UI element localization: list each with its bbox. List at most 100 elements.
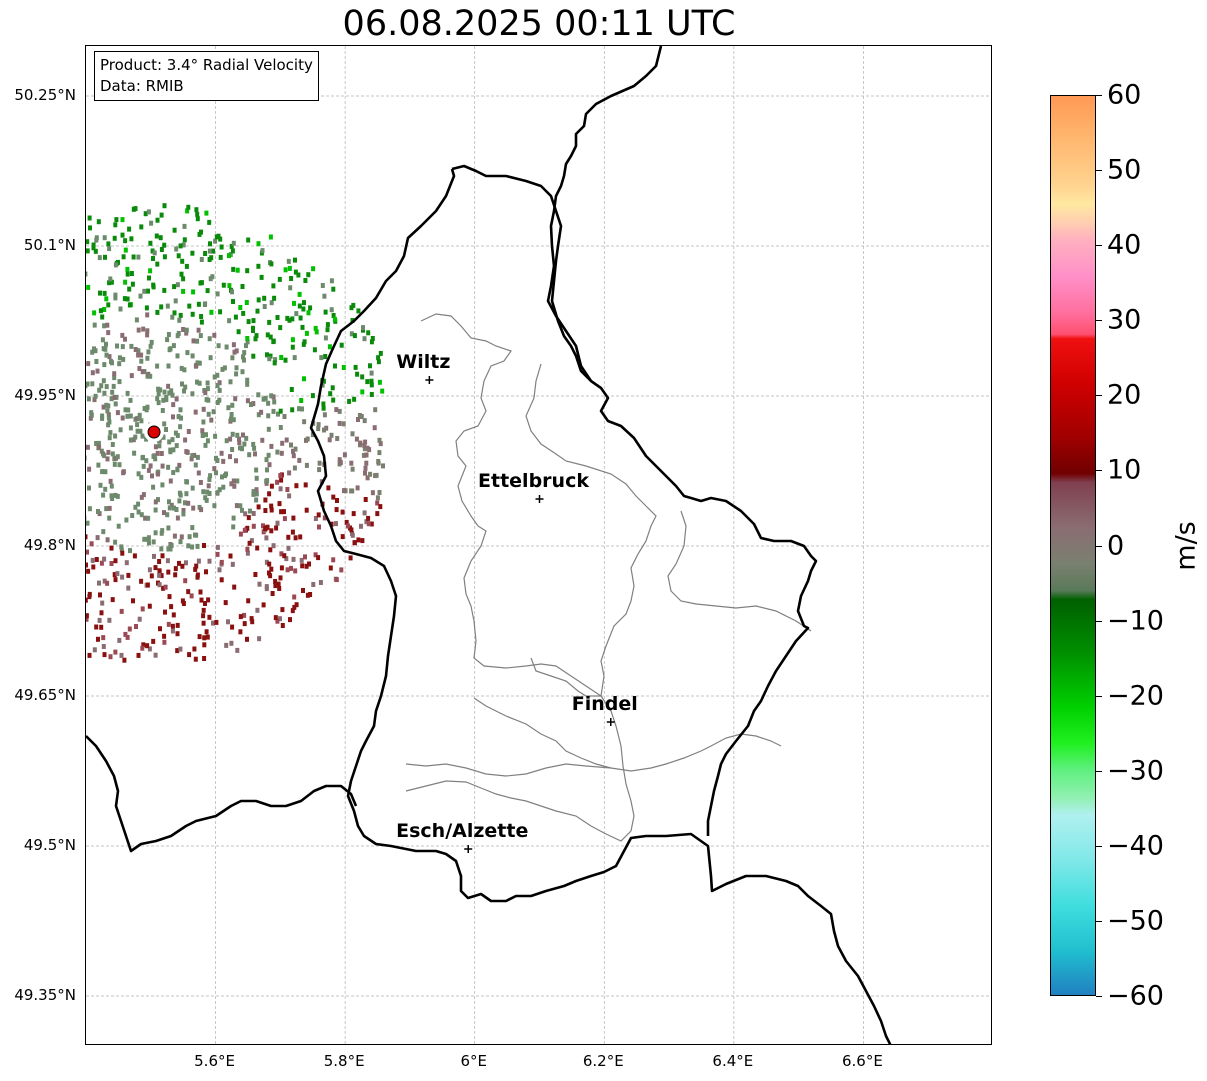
radar-site-marker[interactable]: [147, 425, 161, 439]
echo-cell: [88, 415, 93, 421]
echo-cell: [112, 235, 117, 241]
echo-cell: [187, 534, 192, 540]
echo-cell: [231, 342, 236, 348]
echo-cell: [359, 414, 364, 419]
echo-cell: [190, 250, 195, 256]
echo-cell: [207, 558, 212, 564]
echo-cell: [126, 572, 131, 578]
echo-cell: [331, 557, 336, 563]
echo-cell: [103, 254, 107, 260]
echo-cell: [242, 621, 247, 627]
product-label: Product: 3.4° Radial Velocity: [100, 56, 313, 74]
echo-cell: [277, 276, 282, 282]
echo-cell: [272, 399, 277, 405]
echo-cell: [86, 455, 87, 461]
echo-cell: [378, 441, 383, 447]
echo-cell: [211, 620, 215, 626]
echo-cell: [206, 483, 211, 489]
echo-cell: [212, 466, 217, 472]
echo-cell: [316, 512, 321, 518]
echo-cell: [145, 312, 150, 318]
echo-cell: [244, 435, 249, 441]
echo-cell: [366, 515, 371, 521]
echo-cell: [149, 573, 154, 579]
radar-map[interactable]: [85, 45, 992, 1045]
echo-cell: [184, 327, 189, 333]
echo-cell: [322, 427, 326, 433]
echo-cell: [195, 572, 200, 578]
echo-cell: [86, 271, 88, 277]
echo-cell: [134, 624, 138, 629]
echo-cell: [168, 478, 173, 484]
echo-cell: [153, 507, 158, 513]
echo-cell: [238, 305, 243, 310]
echo-cell: [268, 573, 273, 579]
echo-cell: [107, 617, 112, 623]
echo-cell: [191, 338, 196, 344]
echo-cell: [203, 390, 208, 396]
echo-cell: [363, 470, 367, 476]
echo-cell: [142, 288, 147, 294]
echo-cell: [273, 579, 278, 584]
colorbar-tickmark: [1096, 996, 1102, 997]
echo-cell: [231, 266, 236, 272]
echo-cell: [201, 489, 206, 495]
echo-cell: [234, 458, 238, 464]
echo-cell: [238, 445, 242, 451]
echo-cell: [134, 317, 139, 323]
echo-cell: [267, 319, 272, 325]
echo-cell: [196, 470, 201, 476]
echo-cell: [183, 437, 188, 443]
echo-cell: [355, 485, 360, 491]
echo-cell: [256, 297, 261, 303]
echo-cell: [367, 447, 372, 453]
echo-cell: [334, 407, 339, 413]
echo-cell: [366, 521, 371, 527]
echo-cell: [271, 543, 276, 549]
echo-cell: [199, 257, 204, 262]
echo-cell: [160, 482, 165, 488]
echo-cell: [195, 211, 200, 217]
echo-cell: [256, 392, 261, 398]
radar-site[interactable]: [144, 422, 165, 442]
echo-cell: [166, 363, 171, 369]
echo-cell: [303, 554, 307, 560]
echo-cell: [160, 463, 165, 469]
echo-cell: [337, 457, 342, 463]
echo-cell: [87, 485, 91, 491]
echo-cell: [126, 407, 131, 413]
colorbar-tick-label: −60: [1107, 980, 1164, 1012]
echo-cell: [102, 290, 107, 296]
echo-cell: [291, 453, 296, 459]
echo-cell: [306, 310, 311, 316]
echo-cell: [167, 390, 172, 396]
echo-cell: [143, 211, 148, 217]
echo-cell: [186, 589, 191, 595]
echo-cell: [93, 248, 98, 254]
echo-cell: [216, 233, 221, 239]
echo-cell: [175, 353, 180, 359]
echo-cell: [219, 244, 224, 250]
echo-cell: [279, 450, 284, 456]
echo-cell: [351, 511, 356, 517]
echo-cell: [229, 640, 234, 646]
echo-cell: [86, 616, 89, 622]
echo-cell: [299, 398, 304, 403]
echo-cell: [338, 460, 343, 465]
echo-cell: [112, 375, 117, 381]
echo-cell: [181, 288, 186, 294]
echo-cell: [137, 616, 142, 622]
echo-cell: [108, 430, 113, 436]
echo-cell: [301, 306, 306, 312]
colorbar-tickmark: [1096, 170, 1102, 172]
echo-cell: [344, 519, 349, 525]
echo-cell: [140, 369, 145, 375]
echo-cell: [143, 515, 148, 521]
echo-cell: [168, 546, 173, 552]
echo-cell: [359, 523, 363, 529]
echo-cell: [242, 441, 247, 447]
echo-cell: [275, 479, 280, 485]
echo-cell: [364, 452, 369, 458]
echo-cell: [327, 437, 332, 443]
echo-cell: [265, 478, 270, 484]
